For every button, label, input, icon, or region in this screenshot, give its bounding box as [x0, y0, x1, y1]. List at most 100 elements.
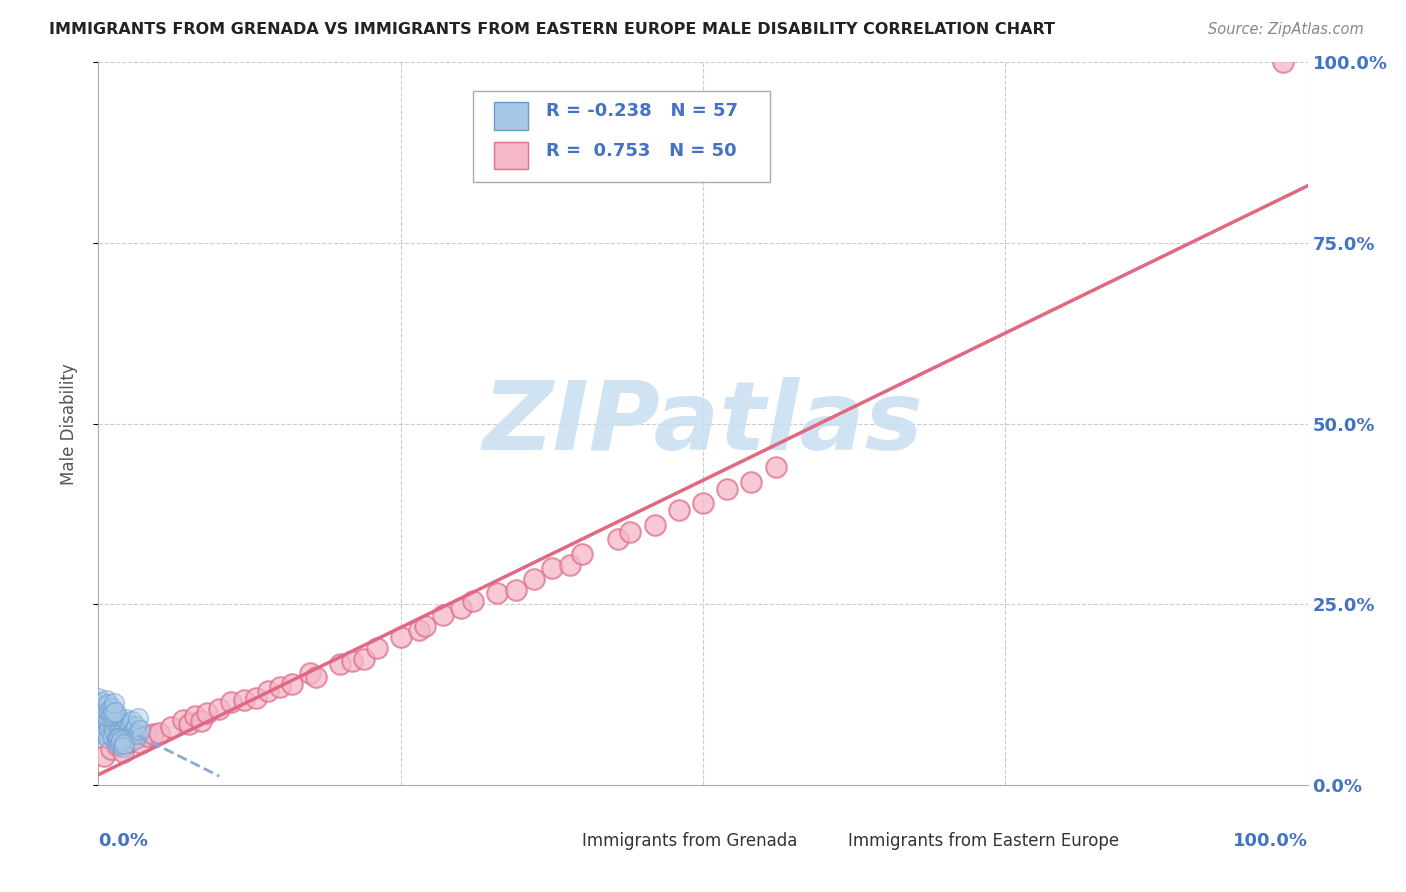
Text: ZIPatlas: ZIPatlas	[482, 377, 924, 470]
Point	[97, 697, 120, 711]
Y-axis label: Male Disability: Male Disability	[59, 363, 77, 484]
Point	[432, 608, 454, 623]
Point	[540, 561, 562, 575]
Point	[114, 730, 136, 744]
Point	[607, 533, 630, 547]
Point	[1272, 55, 1295, 70]
Point	[111, 739, 134, 754]
Point	[692, 496, 714, 510]
Point	[100, 711, 122, 725]
Point	[118, 723, 141, 737]
Point	[98, 722, 121, 736]
Point	[486, 586, 509, 600]
Point	[125, 719, 148, 733]
Point	[107, 710, 129, 724]
Point	[558, 558, 581, 572]
Point	[107, 731, 129, 745]
Text: Source: ZipAtlas.com: Source: ZipAtlas.com	[1208, 22, 1364, 37]
Point	[111, 746, 134, 760]
Point	[740, 475, 762, 489]
Point	[97, 731, 120, 745]
Point	[94, 692, 117, 706]
Point	[353, 651, 375, 665]
Point	[118, 718, 141, 732]
Point	[101, 719, 124, 733]
Point	[232, 692, 254, 706]
Point	[389, 630, 412, 644]
Point	[221, 695, 243, 709]
Point	[571, 547, 593, 561]
Point	[127, 711, 149, 725]
FancyBboxPatch shape	[494, 103, 527, 129]
FancyBboxPatch shape	[474, 91, 769, 182]
Point	[128, 723, 150, 737]
Point	[208, 702, 231, 716]
Point	[94, 726, 117, 740]
Point	[112, 715, 135, 730]
Point	[108, 723, 131, 737]
Text: R =  0.753   N = 50: R = 0.753 N = 50	[546, 142, 737, 160]
Point	[366, 640, 388, 655]
Point	[103, 696, 125, 710]
Text: 100.0%: 100.0%	[1233, 831, 1308, 849]
Point	[98, 704, 121, 718]
Point	[89, 723, 111, 738]
Point	[342, 654, 364, 668]
Point	[112, 737, 135, 751]
Point	[91, 700, 114, 714]
Point	[104, 705, 127, 719]
Point	[93, 709, 115, 723]
Point	[329, 657, 352, 671]
Point	[408, 623, 430, 637]
Point	[190, 714, 212, 729]
Point	[148, 726, 170, 740]
Point	[179, 716, 201, 731]
Point	[281, 677, 304, 691]
Point	[129, 736, 152, 750]
Point	[100, 729, 122, 743]
Point	[91, 727, 114, 741]
Point	[413, 619, 436, 633]
Point	[90, 702, 112, 716]
Point	[450, 601, 472, 615]
Text: Immigrants from Eastern Europe: Immigrants from Eastern Europe	[848, 831, 1119, 849]
Point	[108, 717, 131, 731]
Point	[100, 700, 122, 714]
Text: IMMIGRANTS FROM GRENADA VS IMMIGRANTS FROM EASTERN EUROPE MALE DISABILITY CORREL: IMMIGRANTS FROM GRENADA VS IMMIGRANTS FR…	[49, 22, 1056, 37]
Text: Immigrants from Grenada: Immigrants from Grenada	[582, 831, 797, 849]
Point	[135, 729, 157, 743]
Point	[124, 731, 146, 746]
Point	[90, 713, 112, 727]
FancyBboxPatch shape	[534, 829, 572, 852]
Point	[118, 734, 141, 748]
Point	[256, 684, 278, 698]
Point	[195, 706, 218, 720]
Point	[91, 695, 114, 709]
Point	[87, 691, 110, 706]
Point	[104, 715, 127, 730]
Point	[105, 734, 128, 748]
Point	[93, 706, 115, 720]
Point	[105, 738, 128, 752]
Point	[463, 593, 485, 607]
Point	[91, 716, 114, 731]
Point	[108, 736, 131, 750]
Point	[619, 524, 641, 539]
Point	[160, 720, 183, 734]
Point	[523, 572, 546, 586]
Point	[505, 582, 527, 597]
Point	[184, 709, 207, 723]
Point	[111, 721, 134, 735]
Point	[100, 742, 122, 756]
Point	[103, 724, 125, 739]
Point	[269, 681, 291, 695]
Point	[117, 725, 139, 739]
Point	[668, 503, 690, 517]
Text: R = -0.238   N = 57: R = -0.238 N = 57	[546, 102, 738, 120]
Point	[108, 738, 131, 752]
Text: 0.0%: 0.0%	[98, 831, 149, 849]
Point	[101, 706, 124, 721]
Point	[93, 749, 115, 764]
Point	[142, 727, 165, 741]
Point	[124, 731, 146, 745]
